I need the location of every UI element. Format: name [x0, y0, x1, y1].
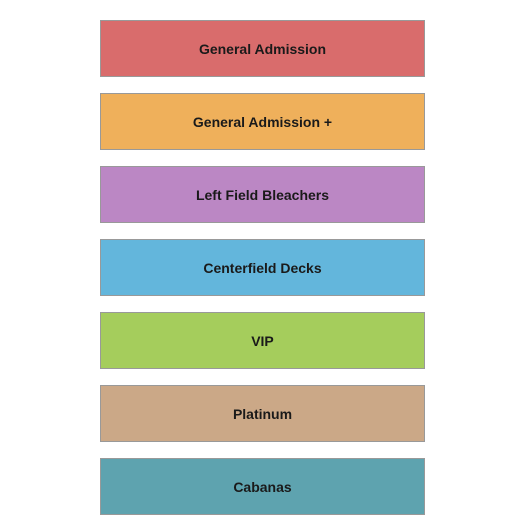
- section-label: VIP: [251, 333, 274, 349]
- section-label: General Admission +: [193, 114, 332, 130]
- section-left-field-bleachers[interactable]: Left Field Bleachers: [100, 166, 425, 223]
- section-label: Left Field Bleachers: [196, 187, 329, 203]
- section-label: Platinum: [233, 406, 292, 422]
- section-general-admission-plus[interactable]: General Admission +: [100, 93, 425, 150]
- section-platinum[interactable]: Platinum: [100, 385, 425, 442]
- section-general-admission[interactable]: General Admission: [100, 20, 425, 77]
- section-cabanas[interactable]: Cabanas: [100, 458, 425, 515]
- section-label: Cabanas: [233, 479, 291, 495]
- section-centerfield-decks[interactable]: Centerfield Decks: [100, 239, 425, 296]
- section-label: General Admission: [199, 41, 326, 57]
- section-vip[interactable]: VIP: [100, 312, 425, 369]
- section-label: Centerfield Decks: [203, 260, 321, 276]
